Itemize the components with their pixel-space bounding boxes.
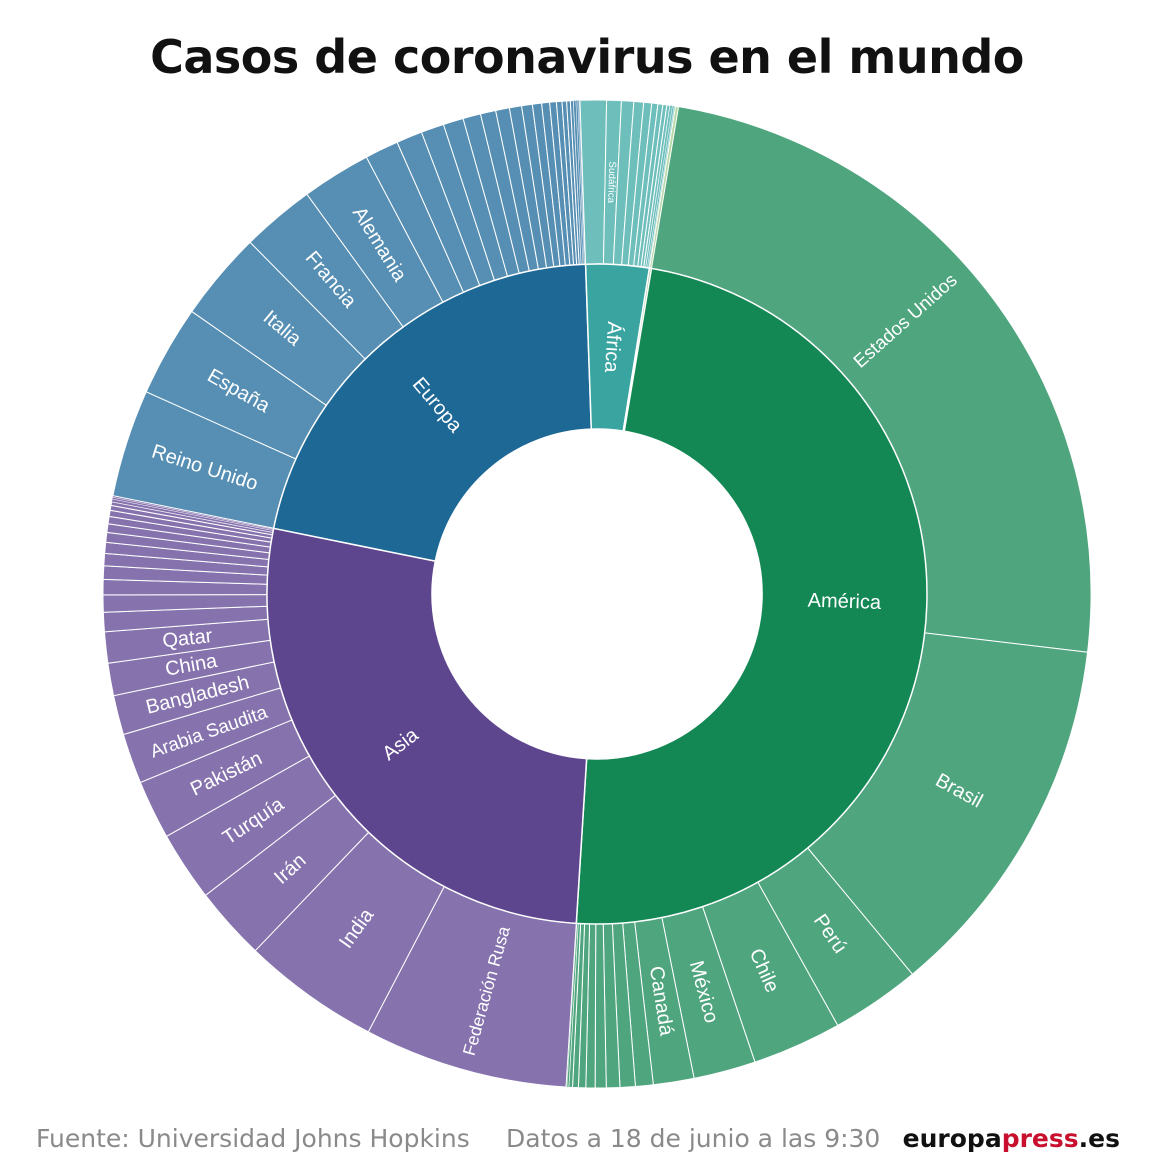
country-label-qatar: Qatar [161, 625, 213, 652]
region-label-america: América [807, 590, 882, 614]
inner-ring [266, 263, 928, 925]
region-label-africa: África [600, 321, 626, 374]
region-arc-europa[interactable] [272, 263, 593, 563]
region-arc-otros[interactable] [622, 267, 653, 433]
brand-main: europa [902, 1124, 1002, 1153]
source-note: Fuente: Universidad Johns Hopkins [36, 1124, 470, 1153]
date-note: Datos a 18 de junio a las 9:30 [506, 1124, 881, 1153]
region-arc-asia[interactable] [266, 527, 588, 925]
center-hole [433, 430, 761, 758]
brand-logo[interactable]: europapress.es [903, 1124, 1120, 1153]
brand-accent: press [1001, 1124, 1079, 1153]
chart-title: Casos de coronavirus en el mundo [150, 30, 1024, 84]
brand-suffix: .es [1078, 1124, 1120, 1153]
region-arc-america[interactable] [575, 263, 928, 925]
country-label-sudafrica: Sudáfrica [605, 161, 617, 204]
